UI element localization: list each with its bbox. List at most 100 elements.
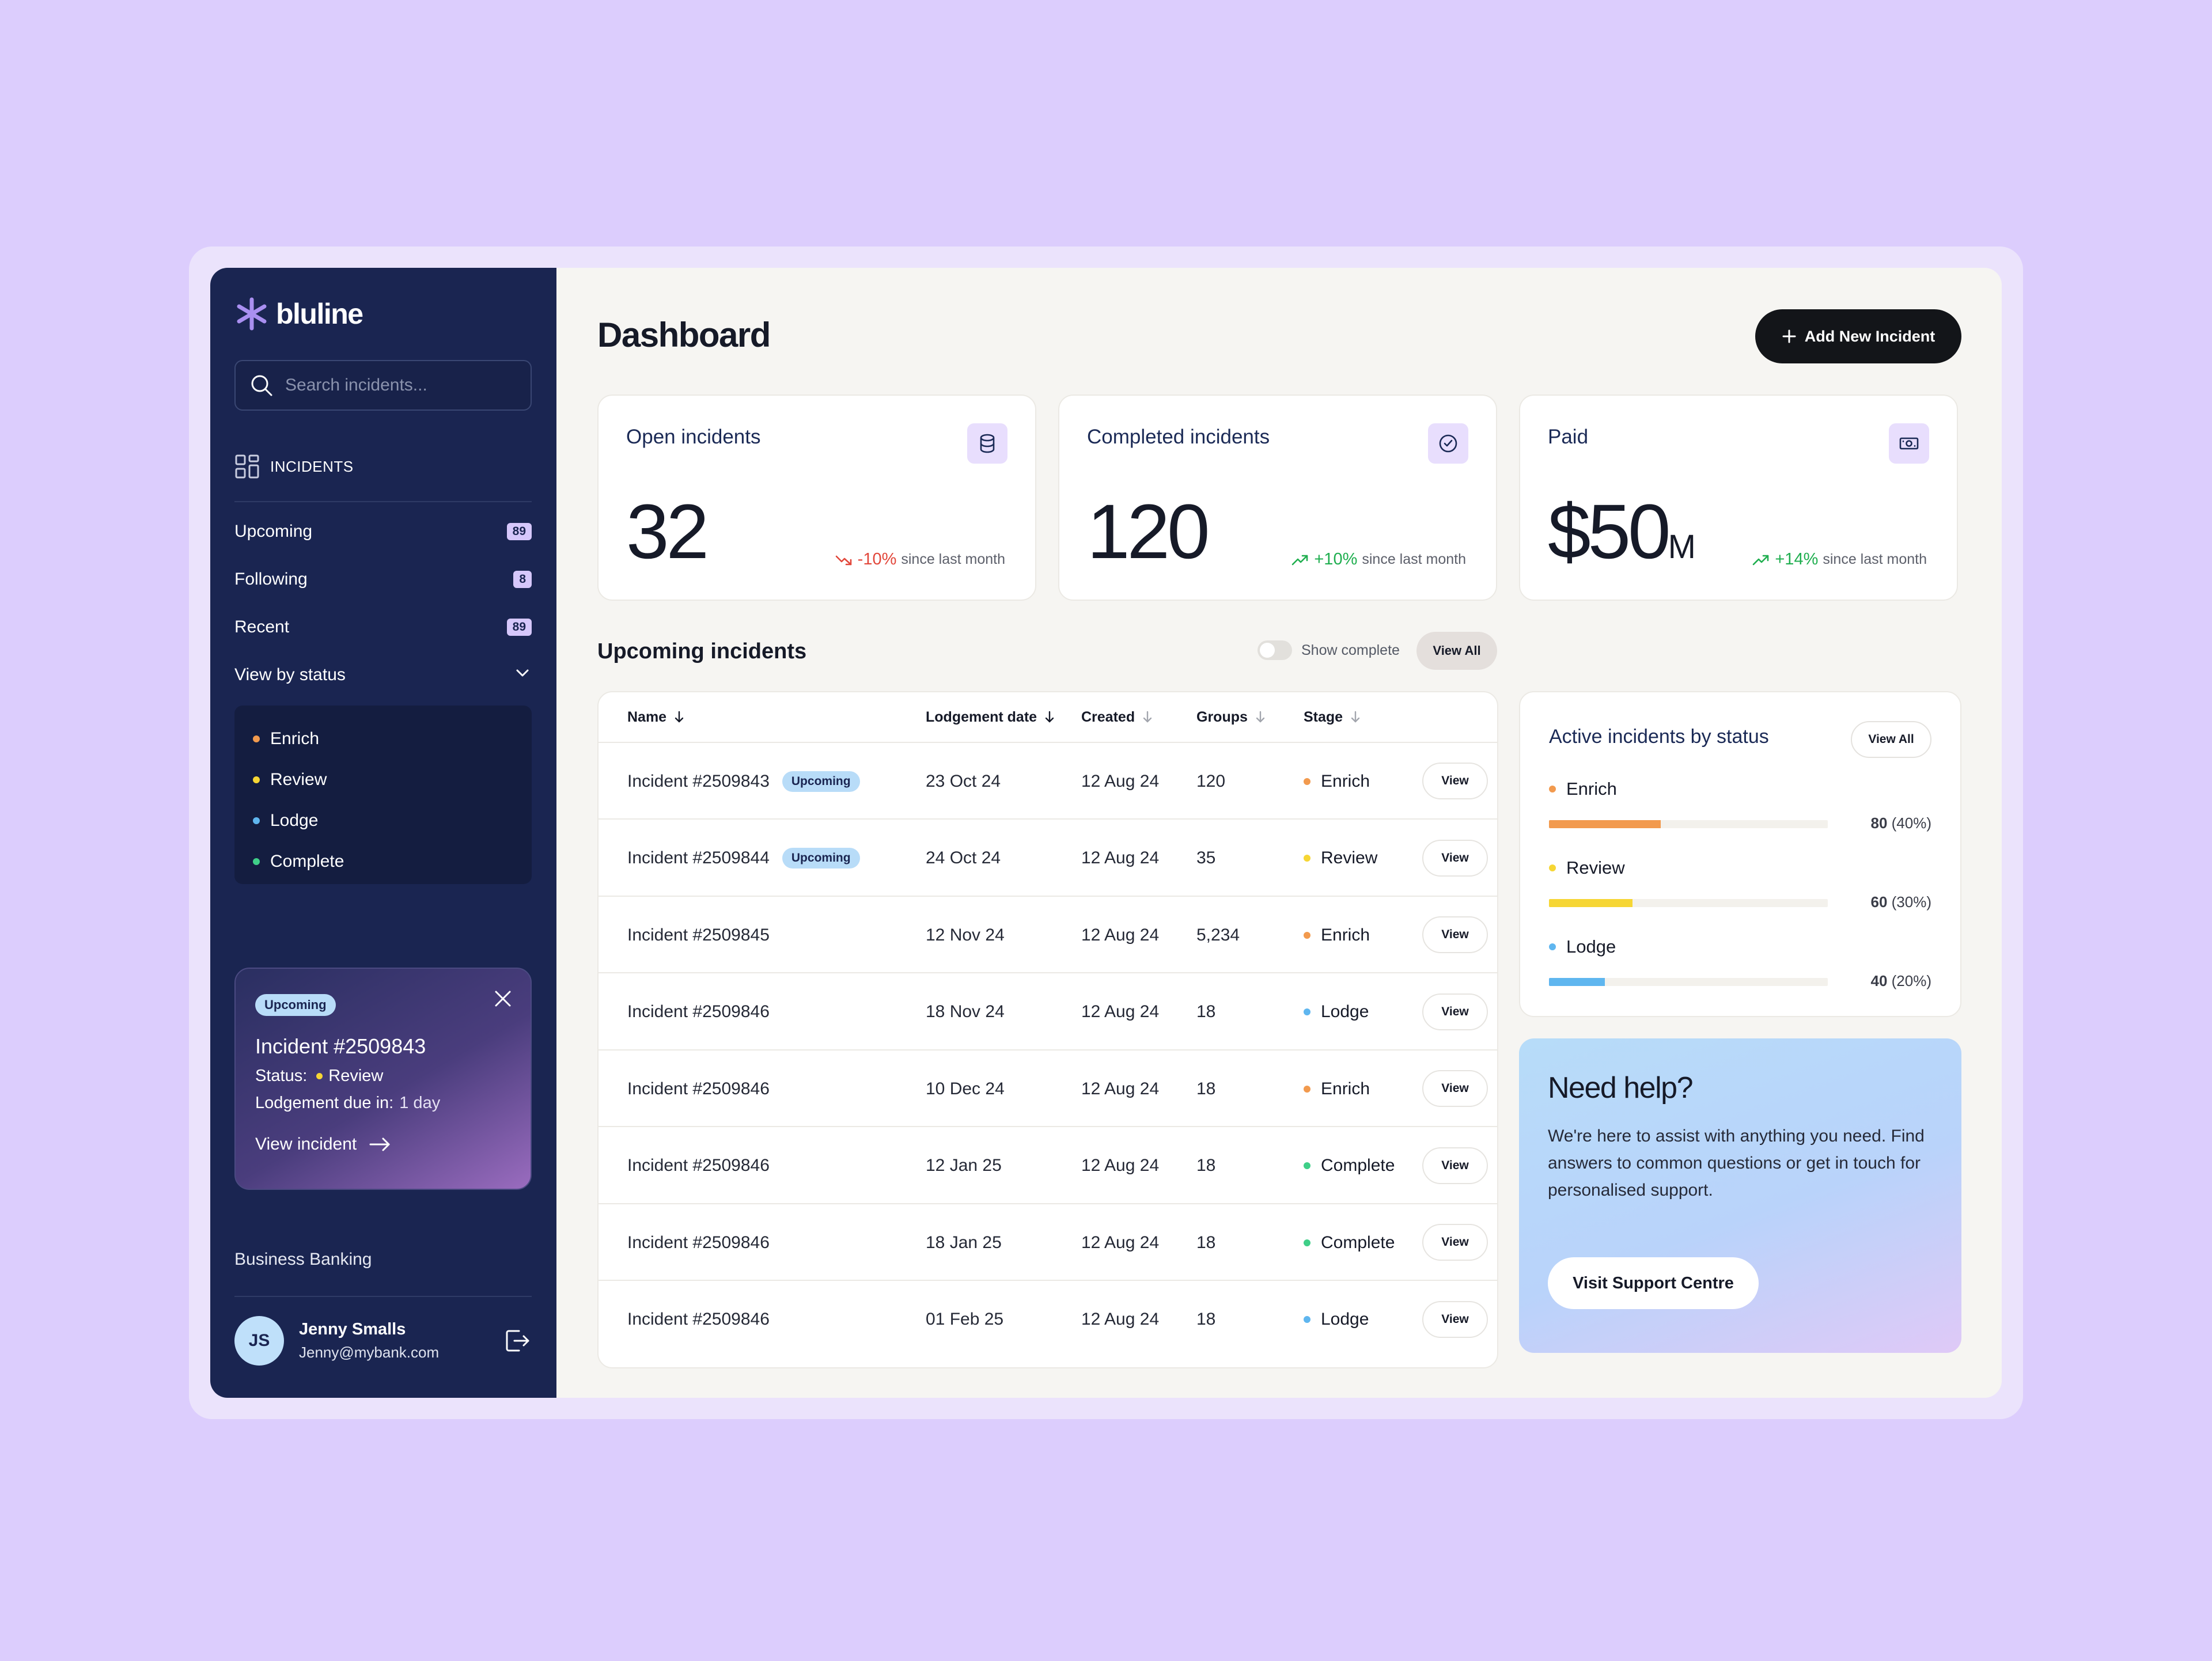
trend-down-icon — [835, 555, 851, 565]
status-filter-review[interactable]: Review — [234, 759, 532, 800]
bar-count: 60 — [1870, 893, 1888, 911]
stat-label: Open incidents — [626, 426, 761, 448]
view-incident-button[interactable]: View — [1422, 1070, 1488, 1107]
table-row[interactable]: Incident #2509846 18 Nov 24 12 Aug 24 18 Lod… — [599, 974, 1497, 1051]
sidebar-divider — [234, 1296, 532, 1297]
sort-arrow-icon — [1351, 711, 1360, 723]
status-filter-complete[interactable]: Complete — [234, 841, 532, 882]
status-filter-lodge[interactable]: Lodge — [234, 800, 532, 841]
table-row[interactable]: Incident #2509846 01 Feb 25 12 Aug 24 18 Lod… — [599, 1281, 1497, 1358]
grid-icon — [235, 454, 259, 479]
column-header-label: Groups — [1196, 708, 1248, 725]
view-incident-button[interactable]: View — [1422, 763, 1488, 799]
column-header-lodgement-date[interactable]: Lodgement date — [926, 692, 1056, 742]
status-dot — [253, 817, 260, 824]
user-profile[interactable]: JS Jenny Smalls Jenny@mybank.com — [234, 1316, 532, 1366]
stat-number: 120 — [1087, 489, 1210, 575]
bar-label-text: Lodge — [1566, 936, 1616, 957]
view-incident-button[interactable]: View — [1422, 839, 1488, 877]
stat-number: $50 — [1548, 489, 1671, 575]
promo-status: Status: Review — [255, 1067, 511, 1086]
view-by-status-toggle[interactable]: View by status — [234, 658, 532, 692]
stage-label: Enrich — [1321, 925, 1370, 945]
stat-value: $50M — [1548, 494, 1696, 571]
column-header-name[interactable]: Name — [627, 692, 686, 742]
search-box[interactable] — [234, 360, 532, 411]
status-dot — [253, 858, 260, 865]
delta-value: -10% — [857, 550, 897, 568]
trend-up-icon — [1292, 555, 1308, 565]
cell-groups: 35 — [1196, 848, 1216, 867]
add-new-incident-label: Add New Incident — [1804, 327, 1936, 345]
cell-created: 12 Aug 24 — [1081, 1233, 1160, 1252]
section-label: INCIDENTS — [270, 457, 354, 475]
view-incident-button[interactable]: View — [1422, 1147, 1488, 1184]
view-incident-button[interactable]: View — [1422, 916, 1488, 953]
bar-track — [1549, 820, 1828, 828]
column-header-created[interactable]: Created — [1081, 692, 1154, 742]
view-all-status-button[interactable]: View All — [1851, 721, 1931, 758]
close-icon[interactable] — [493, 988, 513, 1009]
app-window: bluline INCIDENTS Upcoming 89 Following … — [210, 268, 2002, 1398]
logo[interactable]: bluline — [234, 297, 363, 331]
view-incident-button[interactable]: View — [1422, 1300, 1488, 1338]
incident-name: Incident #2509846 — [627, 1233, 770, 1252]
table-row[interactable]: Incident #2509845 12 Nov 24 12 Aug 24 5,234… — [599, 897, 1497, 973]
table-row[interactable]: Incident #2509846 12 Jan 25 12 Aug 24 18 Com… — [599, 1128, 1497, 1204]
stage-dot — [1304, 778, 1310, 785]
stat-label: Paid — [1548, 426, 1589, 448]
upcoming-badge: Upcoming — [255, 994, 336, 1016]
stat-unit: M — [1668, 528, 1696, 566]
view-incident-button[interactable]: View — [1422, 1224, 1488, 1261]
table-row[interactable]: Incident #2509846 18 Jan 25 12 Aug 24 18 Com… — [599, 1204, 1497, 1281]
status-dot — [253, 776, 260, 783]
visit-support-centre-button[interactable]: Visit Support Centre — [1548, 1257, 1759, 1309]
show-complete-toggle[interactable]: Show complete — [1257, 640, 1400, 660]
view-incident-link[interactable]: View incident — [255, 1135, 511, 1154]
upcoming-incident-card: Upcoming Incident #2509843 Status: Revie… — [234, 968, 532, 1190]
upcoming-incidents-title: Upcoming incidents — [597, 639, 807, 663]
stage-label: Complete — [1321, 1156, 1395, 1175]
status-label: Lodge — [270, 810, 319, 830]
column-header-label: Created — [1081, 708, 1135, 725]
status-dot — [1549, 943, 1556, 950]
logout-icon[interactable] — [503, 1326, 532, 1355]
delta-value: +10% — [1314, 550, 1358, 568]
table-row[interactable]: Incident #2509843 Upcoming 23 Oct 24 12 Aug… — [599, 743, 1497, 820]
stage-label: Lodge — [1321, 1002, 1369, 1021]
add-new-incident-button[interactable]: Add New Incident — [1755, 309, 1961, 363]
incidents-table: Name Lodgement date Created Groups Stage… — [597, 691, 1498, 1368]
promo-status-value: Review — [328, 1067, 384, 1085]
bar-fill — [1549, 820, 1661, 828]
sidebar-item-recent[interactable]: Recent 89 — [234, 610, 532, 644]
view-all-incidents-button[interactable]: View All — [1416, 632, 1497, 670]
status-filter-enrich[interactable]: Enrich — [234, 718, 532, 759]
cell-stage: Complete — [1304, 1204, 1395, 1281]
view-incident-button[interactable]: View — [1422, 993, 1488, 1030]
table-row[interactable]: Incident #2509844 Upcoming 24 Oct 24 12 Aug… — [599, 820, 1497, 897]
promo-due: Lodgement due in: 1 day — [255, 1094, 511, 1113]
search-input[interactable] — [285, 376, 527, 395]
bar-label-text: Enrich — [1566, 779, 1617, 799]
brand-name: bluline — [276, 298, 363, 330]
arrow-right-icon — [369, 1137, 390, 1151]
sidebar-item-following[interactable]: Following 8 — [234, 562, 532, 597]
column-header-groups[interactable]: Groups — [1196, 692, 1267, 742]
status-dot — [316, 1073, 323, 1079]
count-badge: 89 — [506, 619, 532, 636]
column-header-stage[interactable]: Stage — [1304, 692, 1362, 742]
sidebar-divider — [234, 501, 532, 502]
page-title: Dashboard — [597, 316, 771, 354]
incident-name: Incident #2509846 — [627, 1002, 770, 1021]
cell-name: Incident #2509846 — [627, 1281, 770, 1358]
table-row[interactable]: Incident #2509846 10 Dec 24 12 Aug 24 18 Enr… — [599, 1051, 1497, 1127]
toggle-switch[interactable] — [1257, 640, 1292, 660]
promo-status-label: Status: — [255, 1067, 308, 1085]
view-by-status-label: View by status — [234, 665, 346, 684]
cell-created: 12 Aug 24 — [1081, 1310, 1160, 1329]
incident-name: Incident #2509843 — [627, 771, 770, 791]
delta-suffix: since last month — [901, 551, 1005, 567]
cell-created: 12 Aug 24 — [1081, 1002, 1160, 1021]
cell-stage: Complete — [1304, 1128, 1395, 1204]
sidebar-item-upcoming[interactable]: Upcoming 89 — [234, 514, 532, 549]
